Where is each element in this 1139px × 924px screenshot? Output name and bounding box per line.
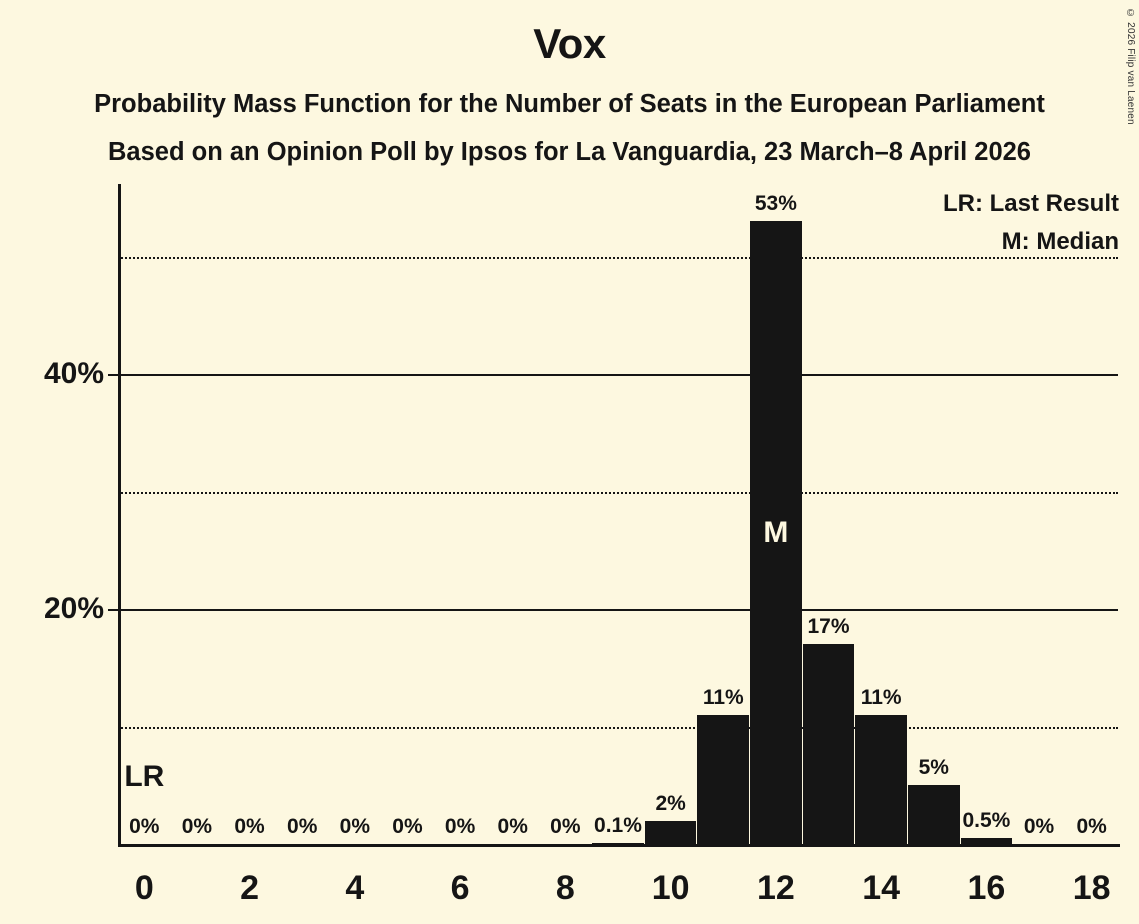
legend-item-last-result: LR: Last Result [942, 190, 1119, 217]
x-axis-line [118, 844, 1120, 847]
bar-seat-13 [802, 644, 855, 844]
bar-seat-9 [592, 842, 644, 844]
gridline-40 [118, 374, 1118, 376]
last-result-marker: LR [124, 760, 165, 793]
bar-value-label-5: 0% [392, 815, 423, 838]
page-title: Vox [533, 20, 606, 67]
gridline-20 [118, 609, 1118, 611]
bar-value-label-10: 2% [655, 791, 686, 815]
bar-value-label-1: 0% [181, 815, 213, 838]
bar-value-label-11: 11% [702, 685, 744, 709]
bar-seat-15 [907, 785, 960, 844]
x-axis-label-0: 0 [134, 869, 154, 907]
x-axis-label-14: 14 [862, 869, 901, 907]
bar-value-label-8: 0% [550, 815, 581, 838]
x-axis-label-10: 10 [651, 869, 690, 907]
chart-legend: LR: Last Result M: Median [943, 185, 1119, 261]
bar-value-label-13: 17% [807, 615, 850, 639]
bar-value-label-6: 0% [444, 815, 476, 838]
chart-source-note: Based on an Opinion Poll by Ipsos for La… [108, 138, 1031, 166]
bar-seat-16 [960, 838, 1013, 844]
x-axis-label-6: 6 [450, 869, 470, 907]
y-tick-20 [108, 609, 120, 611]
bar-value-label-17: 0% [1023, 815, 1055, 838]
x-axis-label-12: 12 [756, 869, 795, 907]
bar-value-label-14: 11% [860, 685, 902, 709]
bar-seat-10 [644, 820, 697, 844]
bar-seat-12 [750, 221, 802, 844]
x-axis-label-4: 4 [345, 869, 365, 907]
bar-value-label-12: 53% [754, 192, 797, 216]
bar-value-label-18: 0% [1076, 815, 1107, 838]
plot-area: 0% 0% 0% 0% 0% 0% 0% 0% 0% 0.1% 2% 11% 53% 17% 11% 5% 0.… [108, 184, 1120, 847]
gridline-30 [118, 491, 1118, 494]
y-axis-line [118, 184, 121, 847]
bar-value-label-16: 0.5% [962, 809, 1011, 833]
y-axis-label-40: 40% [43, 357, 104, 390]
bar-seat-14 [855, 714, 907, 844]
chart-subtitle: Probability Mass Function for the Number… [94, 90, 1045, 118]
x-axis-label-2: 2 [240, 869, 260, 907]
y-tick-40 [108, 374, 120, 376]
bar-value-label-0: 0% [129, 815, 160, 838]
gridline-50 [118, 256, 1118, 259]
x-axis-label-18: 18 [1072, 869, 1111, 907]
bar-value-label-4: 0% [339, 815, 370, 838]
y-axis-label-20: 20% [43, 592, 104, 625]
bar-value-label-9: 0.1% [594, 813, 642, 837]
bar-value-label-7: 0% [497, 815, 528, 838]
legend-item-median: M: Median [1001, 228, 1119, 255]
bar-value-label-15: 5% [918, 756, 949, 780]
x-axis-label-16: 16 [967, 869, 1006, 907]
median-marker: M [763, 515, 789, 549]
bar-value-label-3: 0% [287, 815, 318, 838]
gridline-10 [118, 726, 1118, 729]
bar-seat-11 [697, 714, 750, 844]
bar-value-label-2: 0% [234, 815, 265, 838]
copyright-notice: © 2026 Filip van Laenen [1125, 8, 1136, 125]
x-axis-label-8: 8 [555, 869, 575, 907]
